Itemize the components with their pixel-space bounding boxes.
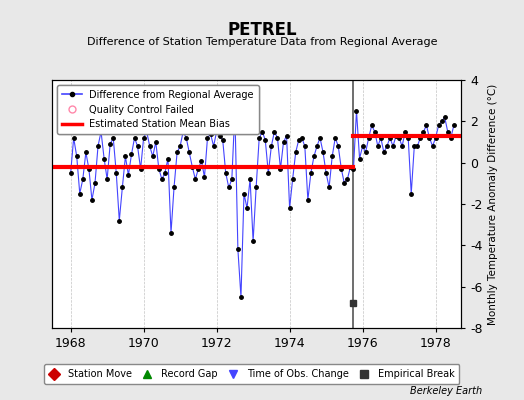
Text: PETREL: PETREL (227, 21, 297, 39)
Y-axis label: Monthly Temperature Anomaly Difference (°C): Monthly Temperature Anomaly Difference (… (488, 83, 498, 325)
Text: Difference of Station Temperature Data from Regional Average: Difference of Station Temperature Data f… (87, 37, 437, 47)
Legend: Difference from Regional Average, Quality Control Failed, Estimated Station Mean: Difference from Regional Average, Qualit… (57, 85, 259, 134)
Text: Berkeley Earth: Berkeley Earth (410, 386, 482, 396)
Legend: Station Move, Record Gap, Time of Obs. Change, Empirical Break: Station Move, Record Gap, Time of Obs. C… (43, 364, 460, 384)
